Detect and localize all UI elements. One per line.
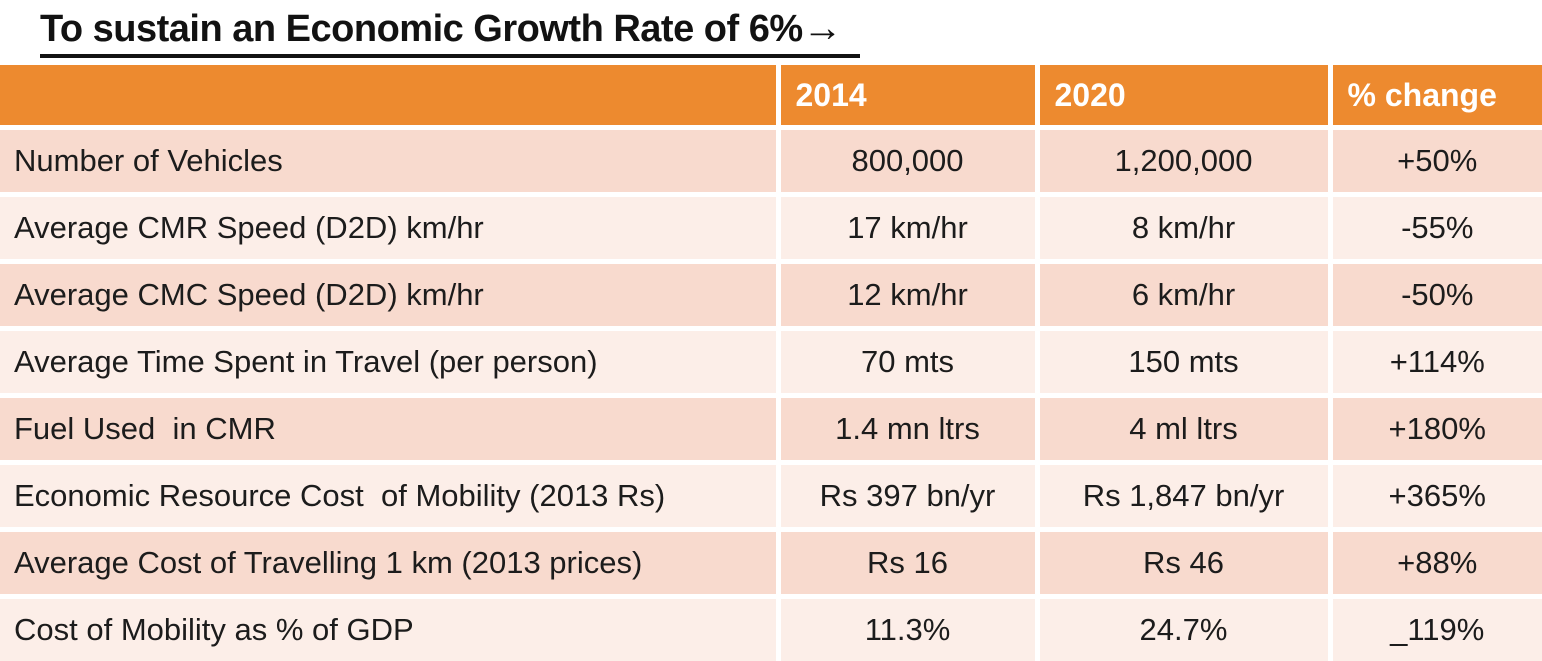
value-2020: 4 ml ltrs bbox=[1037, 396, 1330, 463]
value-2020: Rs 1,847 bn/yr bbox=[1037, 463, 1330, 530]
table-header: 2014 2020 % change bbox=[0, 65, 1542, 128]
right-arrow-icon: → bbox=[803, 6, 843, 50]
column-header-blank bbox=[0, 65, 778, 128]
row-label: Average Time Spent in Travel (per person… bbox=[0, 329, 778, 396]
value-2014: Rs 16 bbox=[778, 530, 1037, 597]
row-label: Fuel Used in CMR bbox=[0, 396, 778, 463]
table-row: Average CMR Speed (D2D) km/hr 17 km/hr 8… bbox=[0, 195, 1542, 262]
header-row: 2014 2020 % change bbox=[0, 65, 1542, 128]
row-label: Economic Resource Cost of Mobility (2013… bbox=[0, 463, 778, 530]
row-label: Average Cost of Travelling 1 km (2013 pr… bbox=[0, 530, 778, 597]
value-2020: 6 km/hr bbox=[1037, 262, 1330, 329]
value-2014: Rs 397 bn/yr bbox=[778, 463, 1037, 530]
column-header-2020: 2020 bbox=[1037, 65, 1330, 128]
table-row: Number of Vehicles 800,000 1,200,000 +50… bbox=[0, 128, 1542, 195]
value-2014: 1.4 mn ltrs bbox=[778, 396, 1037, 463]
page-title-text: To sustain an Economic Growth Rate of 6% bbox=[40, 8, 803, 50]
page-title: To sustain an Economic Growth Rate of 6%… bbox=[40, 6, 860, 58]
value-change: +88% bbox=[1330, 530, 1542, 597]
value-2014: 800,000 bbox=[778, 128, 1037, 195]
value-change: +365% bbox=[1330, 463, 1542, 530]
value-2014: 12 km/hr bbox=[778, 262, 1037, 329]
value-2014: 17 km/hr bbox=[778, 195, 1037, 262]
value-2020: Rs 46 bbox=[1037, 530, 1330, 597]
value-change: -50% bbox=[1330, 262, 1542, 329]
column-header-pct-change: % change bbox=[1330, 65, 1542, 128]
table-row: Average Time Spent in Travel (per person… bbox=[0, 329, 1542, 396]
table-row: Average Cost of Travelling 1 km (2013 pr… bbox=[0, 530, 1542, 597]
table-row: Cost of Mobility as % of GDP 11.3% 24.7%… bbox=[0, 597, 1542, 661]
value-change: _119% bbox=[1330, 597, 1542, 661]
table-row: Average CMC Speed (D2D) km/hr 12 km/hr 6… bbox=[0, 262, 1542, 329]
column-header-2014: 2014 bbox=[778, 65, 1037, 128]
row-label: Cost of Mobility as % of GDP bbox=[0, 597, 778, 661]
value-2020: 8 km/hr bbox=[1037, 195, 1330, 262]
value-change: +114% bbox=[1330, 329, 1542, 396]
value-2020: 1,200,000 bbox=[1037, 128, 1330, 195]
row-label: Average CMC Speed (D2D) km/hr bbox=[0, 262, 778, 329]
value-change: -55% bbox=[1330, 195, 1542, 262]
value-2014: 11.3% bbox=[778, 597, 1037, 661]
economic-growth-table: 2014 2020 % change Number of Vehicles 80… bbox=[0, 65, 1542, 661]
table-row: Fuel Used in CMR 1.4 mn ltrs 4 ml ltrs +… bbox=[0, 396, 1542, 463]
value-2020: 24.7% bbox=[1037, 597, 1330, 661]
table-body: Number of Vehicles 800,000 1,200,000 +50… bbox=[0, 128, 1542, 661]
row-label: Number of Vehicles bbox=[0, 128, 778, 195]
value-change: +50% bbox=[1330, 128, 1542, 195]
table-row: Economic Resource Cost of Mobility (2013… bbox=[0, 463, 1542, 530]
row-label: Average CMR Speed (D2D) km/hr bbox=[0, 195, 778, 262]
value-2020: 150 mts bbox=[1037, 329, 1330, 396]
value-change: +180% bbox=[1330, 396, 1542, 463]
value-2014: 70 mts bbox=[778, 329, 1037, 396]
